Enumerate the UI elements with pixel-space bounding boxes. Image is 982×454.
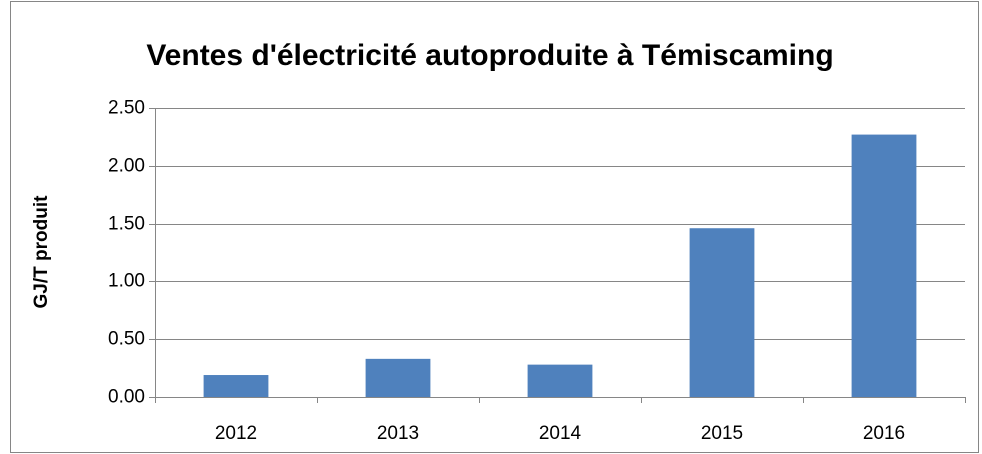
y-tick-label: 1.00 <box>108 271 145 292</box>
x-tick-label: 2016 <box>863 423 905 444</box>
x-tick-label: 2014 <box>539 423 582 444</box>
y-tick-label: 0.00 <box>108 387 145 408</box>
x-tick-label: 2015 <box>701 423 743 444</box>
y-tick-label: 2.50 <box>108 98 145 119</box>
bar <box>527 364 593 397</box>
y-tick-label: 0.50 <box>108 329 145 350</box>
bar <box>203 375 269 397</box>
bar <box>689 228 755 397</box>
y-tick-label: 2.00 <box>108 156 145 177</box>
x-tick-label: 2013 <box>377 423 419 444</box>
bar <box>851 134 917 397</box>
chart-frame <box>10 1 979 453</box>
chart-title: Ventes d'électricité autoproduite à Témi… <box>146 39 833 72</box>
y-axis-label: GJ/T produit <box>31 195 52 309</box>
x-tick-label: 2012 <box>215 423 257 444</box>
y-tick-label: 1.50 <box>108 214 145 235</box>
bar <box>365 358 431 397</box>
